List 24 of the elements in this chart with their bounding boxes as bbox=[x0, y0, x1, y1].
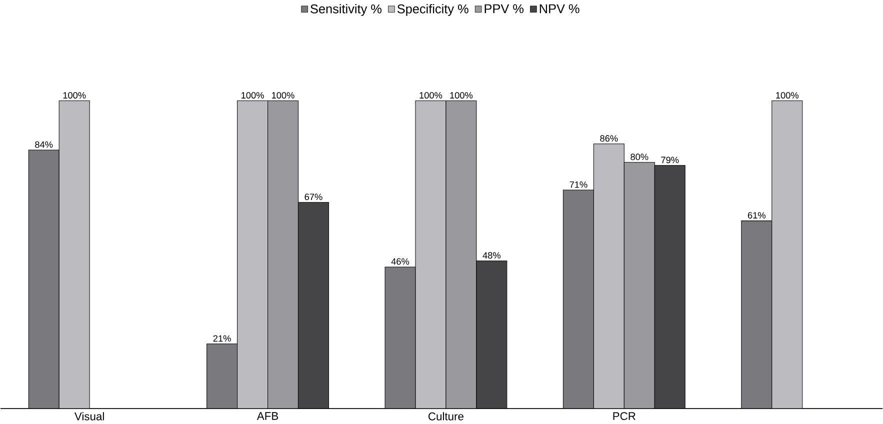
data-label: 67% bbox=[304, 194, 322, 200]
data-label: 84% bbox=[35, 141, 53, 148]
data-label: 100% bbox=[242, 92, 264, 99]
data-label: 71% bbox=[570, 182, 588, 188]
data-label: 100% bbox=[450, 92, 473, 99]
legend-label: NPV % bbox=[540, 4, 580, 14]
x-tick-label: PCR bbox=[613, 412, 636, 420]
data-label: 86% bbox=[600, 135, 618, 142]
data-label: 48% bbox=[482, 252, 500, 259]
legend-label: Specificity % bbox=[397, 4, 468, 16]
x-tick-label: Visual bbox=[74, 412, 104, 420]
data-label: 80% bbox=[630, 154, 648, 160]
data-label: 21% bbox=[213, 335, 231, 342]
data-label: 61% bbox=[748, 212, 766, 219]
data-label: 100% bbox=[63, 92, 86, 99]
data-label: 79% bbox=[661, 156, 679, 164]
data-label: 100% bbox=[272, 92, 294, 99]
legend-label: Sensitivity % bbox=[310, 4, 382, 16]
legend-label: PPV % bbox=[484, 4, 524, 14]
x-tick-label: AFB bbox=[256, 412, 278, 420]
data-label: 100% bbox=[420, 92, 442, 99]
x-tick-label: Culture bbox=[428, 412, 464, 420]
data-label: 100% bbox=[776, 92, 798, 99]
data-label: 46% bbox=[391, 258, 410, 265]
